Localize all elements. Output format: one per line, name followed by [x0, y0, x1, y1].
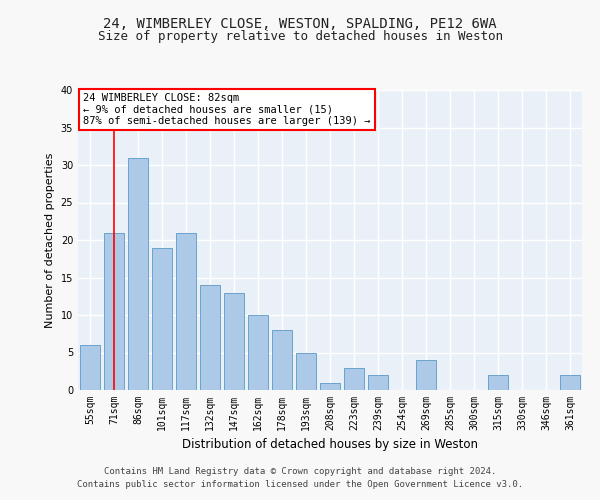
Text: Contains public sector information licensed under the Open Government Licence v3: Contains public sector information licen…	[77, 480, 523, 489]
Bar	[272, 330, 292, 390]
Bar	[152, 248, 172, 390]
Bar	[104, 232, 124, 390]
Bar	[368, 375, 388, 390]
Bar	[248, 315, 268, 390]
Text: Size of property relative to detached houses in Weston: Size of property relative to detached ho…	[97, 30, 503, 43]
Bar	[80, 345, 100, 390]
Bar	[176, 232, 196, 390]
Text: 24 WIMBERLEY CLOSE: 82sqm
← 9% of detached houses are smaller (15)
87% of semi-d: 24 WIMBERLEY CLOSE: 82sqm ← 9% of detach…	[83, 93, 371, 126]
Bar	[488, 375, 508, 390]
Y-axis label: Number of detached properties: Number of detached properties	[45, 152, 55, 328]
Bar	[560, 375, 580, 390]
Text: 24, WIMBERLEY CLOSE, WESTON, SPALDING, PE12 6WA: 24, WIMBERLEY CLOSE, WESTON, SPALDING, P…	[103, 18, 497, 32]
Bar	[200, 285, 220, 390]
Bar	[296, 352, 316, 390]
Bar	[344, 368, 364, 390]
Bar	[320, 382, 340, 390]
Bar	[224, 292, 244, 390]
X-axis label: Distribution of detached houses by size in Weston: Distribution of detached houses by size …	[182, 438, 478, 452]
Text: Contains HM Land Registry data © Crown copyright and database right 2024.: Contains HM Land Registry data © Crown c…	[104, 467, 496, 476]
Bar	[128, 158, 148, 390]
Bar	[416, 360, 436, 390]
